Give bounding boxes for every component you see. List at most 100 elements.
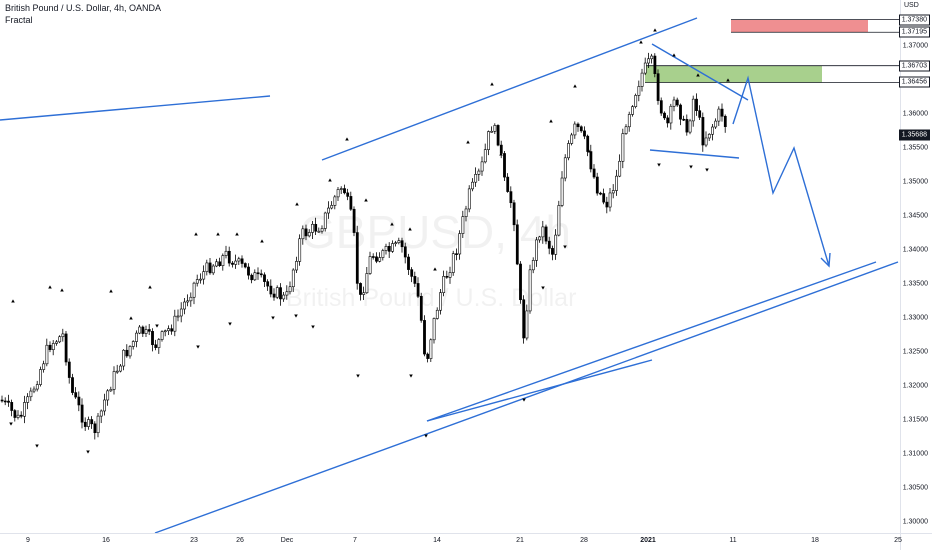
drawings-layer xyxy=(0,17,900,534)
candle xyxy=(323,211,327,232)
candle xyxy=(368,251,372,275)
candle xyxy=(343,184,346,195)
candle xyxy=(704,131,708,148)
candle-body xyxy=(426,353,430,359)
candle xyxy=(0,395,4,403)
candle xyxy=(288,281,292,295)
candle-body xyxy=(707,133,711,139)
time-tick: 7 xyxy=(353,537,357,544)
candle-body xyxy=(183,301,186,310)
candle-body xyxy=(640,72,644,87)
candle-body xyxy=(211,265,215,274)
candle xyxy=(218,257,222,267)
candle xyxy=(637,80,641,102)
candle xyxy=(592,164,596,179)
candle-body xyxy=(381,250,385,258)
candle xyxy=(659,97,663,116)
candle xyxy=(538,235,542,243)
candle xyxy=(480,156,484,176)
candle xyxy=(67,358,71,384)
candle xyxy=(474,167,478,187)
currency-label: USD xyxy=(904,2,919,9)
fractal-up-marker xyxy=(466,140,470,144)
fractal-up-marker xyxy=(109,289,113,293)
price-tick: 1.30000 xyxy=(902,518,928,525)
candle-body xyxy=(384,245,388,251)
candle xyxy=(499,140,503,159)
candle-body xyxy=(67,361,71,378)
candle-body xyxy=(275,287,279,298)
candle-body xyxy=(208,262,212,274)
candle xyxy=(611,184,615,199)
channel-lower-line-long xyxy=(154,261,899,534)
candle xyxy=(682,115,686,122)
candle xyxy=(208,257,212,275)
candle xyxy=(253,269,257,281)
candle xyxy=(647,52,650,69)
candle xyxy=(35,380,39,392)
candle-body xyxy=(45,344,49,365)
candle xyxy=(544,224,548,245)
fractal-down-marker xyxy=(196,345,200,349)
time-tick: 21 xyxy=(516,537,524,544)
candle xyxy=(352,206,356,237)
candle xyxy=(3,397,7,406)
projection-zigzag xyxy=(732,75,830,267)
candle-body xyxy=(234,260,238,265)
candle-body xyxy=(282,294,286,300)
candle-body xyxy=(560,177,564,206)
candle xyxy=(560,171,564,208)
candle-body xyxy=(435,309,439,319)
candle-body xyxy=(368,256,372,274)
candle-body xyxy=(634,95,638,107)
symbol-title[interactable]: British Pound / U.S. Dollar, 4h, OANDA xyxy=(5,3,162,13)
candle-body xyxy=(355,232,359,284)
candle xyxy=(234,254,238,269)
fractal-up-marker xyxy=(295,202,299,206)
candle-body xyxy=(35,384,39,390)
candle xyxy=(445,270,449,279)
candle-body xyxy=(570,134,574,144)
price-tick: 1.30500 xyxy=(902,484,928,491)
candle xyxy=(691,95,695,127)
candle-body xyxy=(403,246,407,258)
candle-body xyxy=(147,329,151,332)
candle xyxy=(573,121,577,139)
indicator-label[interactable]: Fractal xyxy=(5,15,33,25)
channel-upper-line xyxy=(321,17,698,161)
candle xyxy=(461,210,465,239)
candle-body xyxy=(176,315,180,318)
candle xyxy=(272,288,276,301)
candle xyxy=(163,329,167,337)
candle-body xyxy=(541,226,545,238)
candle-body xyxy=(611,190,615,194)
candle xyxy=(506,173,510,193)
fractal-up-marker xyxy=(549,119,553,123)
fractal-down-marker xyxy=(657,163,661,167)
candle xyxy=(359,282,362,301)
candle xyxy=(419,292,423,323)
fractals-layer xyxy=(9,28,730,454)
candle-body xyxy=(487,131,490,150)
candle xyxy=(426,352,430,363)
candle xyxy=(23,395,26,424)
fractal-up-marker xyxy=(48,285,52,289)
candle-body xyxy=(400,240,404,248)
candle xyxy=(45,338,49,367)
candle xyxy=(80,398,84,429)
candle xyxy=(403,242,407,264)
candle-body xyxy=(195,279,199,284)
candle xyxy=(391,240,394,253)
candle-body xyxy=(653,55,657,74)
candle-body xyxy=(723,115,727,127)
candle-body xyxy=(483,149,487,163)
candle xyxy=(42,360,46,373)
candle xyxy=(666,115,670,128)
candle-body xyxy=(407,256,410,270)
candle xyxy=(19,411,23,419)
candle-body xyxy=(215,261,218,267)
candle-body xyxy=(397,240,401,244)
candle-body xyxy=(346,192,350,197)
candle-body xyxy=(666,117,670,124)
